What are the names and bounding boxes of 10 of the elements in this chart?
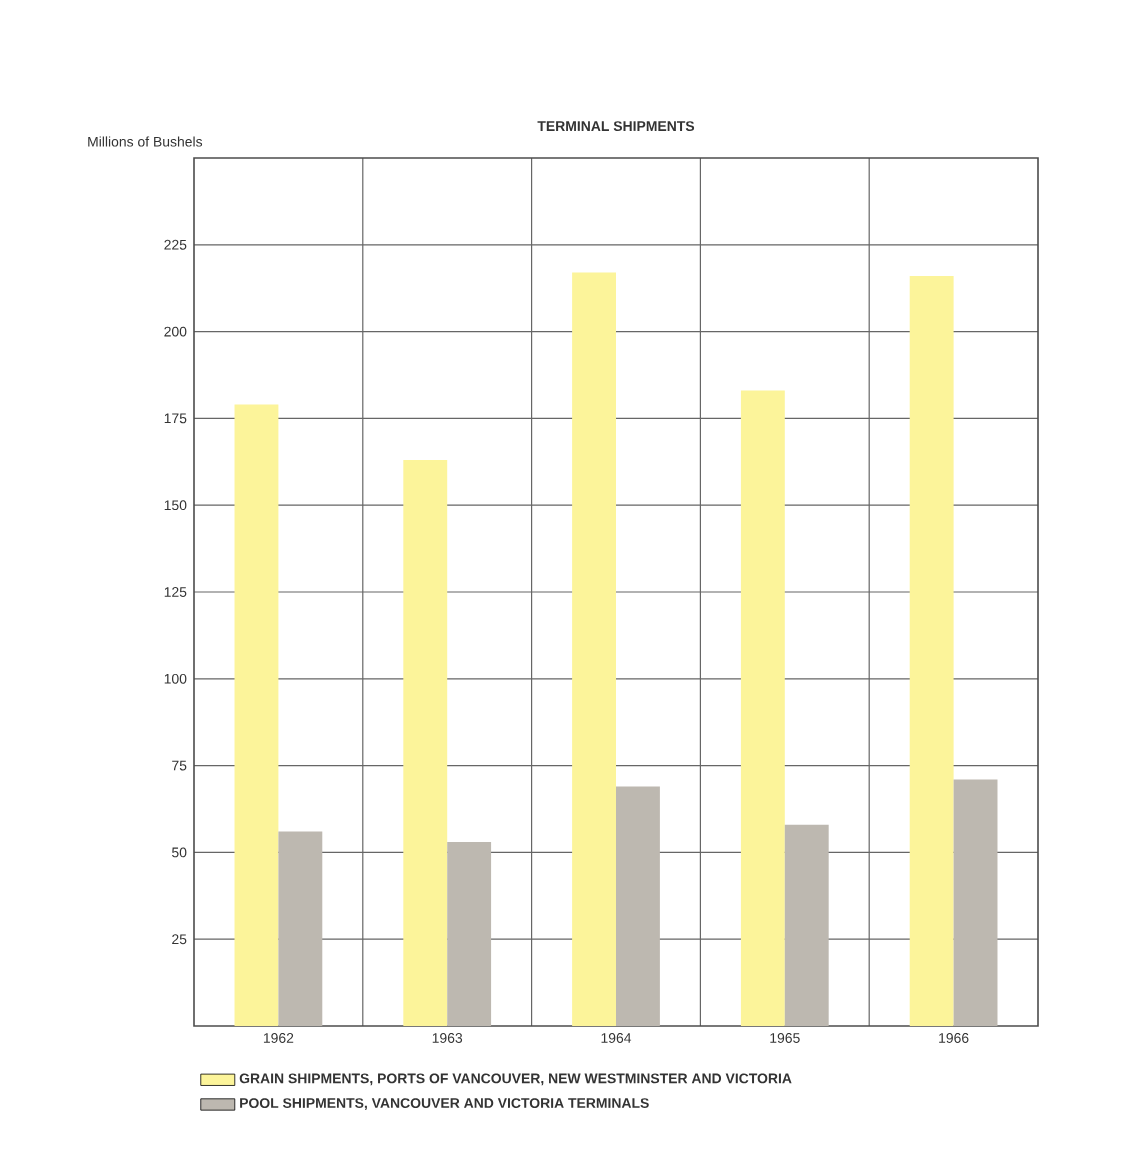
bar <box>953 779 998 1026</box>
bar <box>234 404 279 1026</box>
bar <box>447 841 492 1026</box>
bar <box>278 831 323 1026</box>
bar <box>572 272 616 1026</box>
bar <box>740 390 785 1026</box>
bar <box>784 824 829 1026</box>
bar <box>616 786 660 1026</box>
bar <box>909 276 954 1026</box>
bar <box>403 460 448 1026</box>
